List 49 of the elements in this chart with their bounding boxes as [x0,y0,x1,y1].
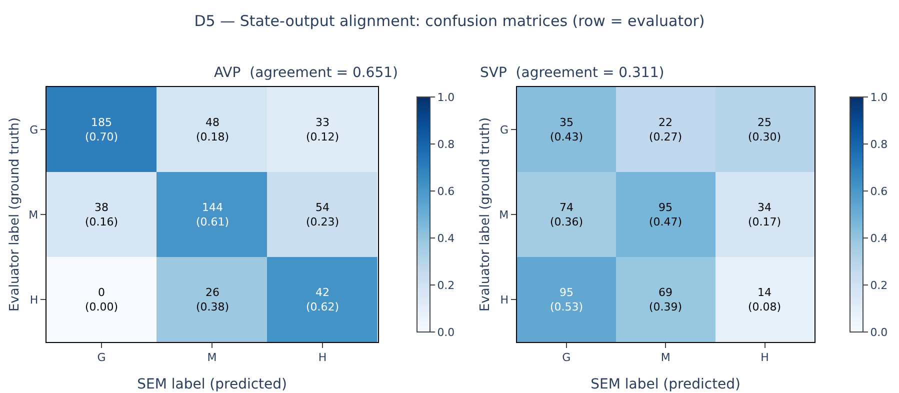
color-bar-label: 0.2 [437,278,455,292]
data-label: 42 (0.62) [306,286,340,314]
color-bar-label: 0.2 [870,278,888,292]
x-axis-title: SEM label (predicted) [137,376,288,392]
color-bar-label: 0.4 [870,232,888,245]
y-axis-title: Evaluator label (ground truth) [8,117,23,312]
x-axis-title: SEM label (predicted) [590,376,741,392]
data-label: 54 (0.23) [306,201,340,228]
y-tick-label: H [30,293,38,306]
color-bar-label: 1.0 [437,90,455,104]
y-tick-label: G [30,123,38,136]
data-label: 33 (0.12) [306,116,340,144]
data-label: 185 (0.70) [85,116,118,144]
data-label: 25 (0.30) [748,116,782,144]
data-label: 38 (0.16) [85,201,118,228]
data-label: 74 (0.36) [550,201,584,228]
data-label: 95 (0.53) [550,286,584,314]
data-label: 34 (0.17) [748,201,782,228]
x-tick-label: M [660,351,670,364]
data-label: 22 (0.27) [649,116,682,144]
color-bar-label: 0.4 [437,232,455,245]
color-bar-label: 1.0 [870,90,888,104]
color-bar-label: 0.0 [437,326,455,339]
data-label: 48 (0.18) [196,116,230,144]
x-tick-label: G [97,351,106,364]
color-bar-label: 0.8 [870,138,888,151]
data-label: 14 (0.08) [748,286,782,314]
text: D5 — State-output alignment: confusion matrices (row = evaluator) [194,12,705,30]
x-tick-label: H [760,351,769,364]
data-label: 69 (0.39) [649,286,682,314]
y-axis-title: Evaluator label (ground truth) [478,117,494,312]
chart-subtitle: SVP (agreement = 0.311) [480,65,664,81]
x-tick-label: M [207,351,217,364]
data-label: 26 (0.38) [196,286,230,314]
color-bar-label: 0.0 [870,326,888,339]
y-tick-label: M [28,208,38,222]
y-tick-label: G [500,123,509,136]
data-label: 35 (0.43) [550,116,584,144]
x-tick-label: H [318,351,327,364]
data-label: 144 (0.61) [196,201,230,228]
y-tick-label: H [500,293,509,306]
y-tick-label: M [499,208,509,222]
color-bar-label: 0.6 [437,184,455,198]
data-label: 95 (0.47) [649,201,682,228]
color-bar-label: 0.6 [870,184,888,198]
color-bar-label: 0.8 [437,138,455,151]
x-tick-label: G [562,351,571,364]
chart-subtitle: AVP (agreement = 0.651) [214,65,398,81]
data-label: 0 (0.00) [85,286,118,314]
